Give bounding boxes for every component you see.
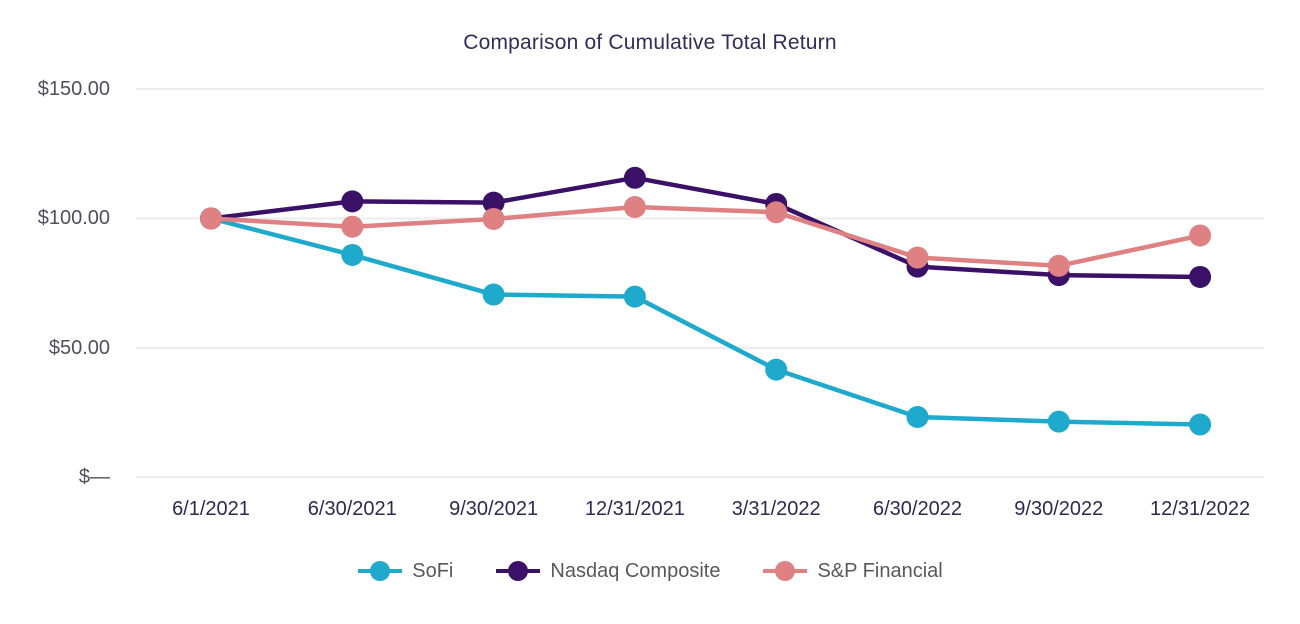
- x-tick-label: 6/30/2021: [307, 498, 397, 520]
- legend-label: Nasdaq Composite: [550, 559, 721, 582]
- chart-title: Comparison of Cumulative Total Return: [463, 31, 837, 54]
- data-point-nasdaq-composite: [482, 191, 505, 214]
- legend-label: SoFi: [412, 559, 454, 582]
- data-point-sofi: [341, 243, 364, 266]
- x-tick-label: 3/31/2022: [731, 498, 821, 520]
- series-line-s-p-financial: [208, 204, 1203, 269]
- legend-label: S&P Financial: [817, 559, 943, 582]
- data-point-s-p-financial: [623, 196, 646, 219]
- series-line-nasdaq-composite: [208, 175, 1203, 280]
- data-point-sofi: [623, 285, 646, 308]
- legend-marker: [762, 559, 808, 583]
- data-point-s-p-financial: [341, 215, 364, 238]
- legend-marker: [495, 559, 541, 583]
- data-point-sofi: [1189, 413, 1212, 436]
- series-line-sofi: [208, 216, 1203, 427]
- x-tick-label: 12/31/2022: [1150, 498, 1251, 520]
- data-point-s-p-financial: [482, 207, 505, 230]
- x-tick-label: 6/1/2021: [172, 498, 250, 520]
- chart-legend: SoFi Nasdaq Composite S&P Financial: [0, 553, 1300, 589]
- data-point-sofi: [1047, 410, 1070, 433]
- data-point-s-p-financial: [200, 207, 222, 230]
- y-tick-label: $100.00: [37, 207, 110, 230]
- legend-item-nasdaq-composite: Nasdaq Composite: [495, 559, 720, 583]
- data-point-s-p-financial: [765, 201, 788, 224]
- legend-item-sp-financial: S&P Financial: [762, 559, 943, 583]
- data-point-nasdaq-composite: [341, 190, 364, 213]
- y-tick-label: $—: [78, 466, 110, 489]
- data-point-nasdaq-composite: [1189, 265, 1212, 288]
- data-point-nasdaq-composite: [623, 166, 646, 189]
- data-point-sofi: [906, 405, 929, 428]
- x-tick-label: 6/30/2022: [873, 498, 962, 520]
- y-tick-label: $50.00: [48, 336, 110, 359]
- x-tick-label: 12/31/2021: [584, 498, 685, 520]
- legend-marker: [357, 559, 403, 583]
- y-tick-label: $150.00: [37, 78, 110, 100]
- data-point-s-p-financial: [1047, 254, 1070, 277]
- data-point-s-p-financial: [1189, 224, 1212, 247]
- legend-item-sofi: SoFi: [357, 559, 453, 583]
- x-tick-label: 9/30/2021: [449, 498, 539, 520]
- x-tick-label: 9/30/2022: [1014, 498, 1104, 520]
- data-point-s-p-financial: [906, 246, 929, 269]
- data-point-sofi: [765, 358, 788, 381]
- data-point-sofi: [482, 283, 505, 306]
